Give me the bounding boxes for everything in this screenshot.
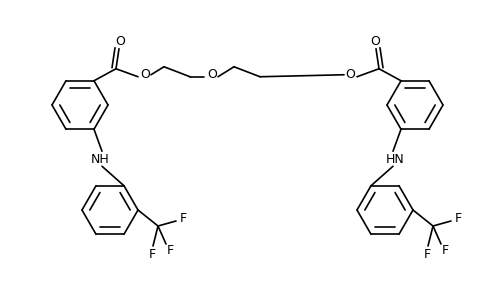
Text: F: F xyxy=(441,243,448,257)
Text: F: F xyxy=(148,248,156,260)
Text: NH: NH xyxy=(91,153,110,166)
Text: F: F xyxy=(180,212,186,226)
Text: O: O xyxy=(345,68,355,81)
Text: HN: HN xyxy=(385,153,404,166)
Text: F: F xyxy=(167,243,174,257)
Text: O: O xyxy=(115,35,125,48)
Text: F: F xyxy=(424,248,431,260)
Text: O: O xyxy=(370,35,380,48)
Text: F: F xyxy=(454,212,462,226)
Text: O: O xyxy=(207,68,217,81)
Text: O: O xyxy=(140,68,150,81)
